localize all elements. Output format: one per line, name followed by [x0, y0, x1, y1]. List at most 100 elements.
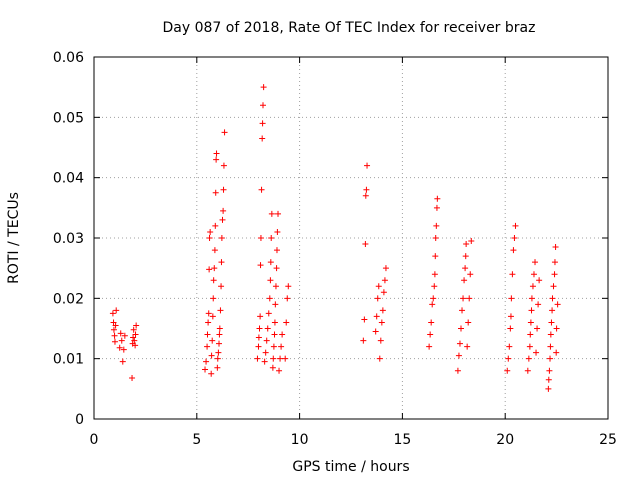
- data-point: [360, 337, 367, 344]
- data-point: [110, 319, 117, 326]
- data-point: [547, 331, 554, 338]
- data-point: [529, 283, 536, 290]
- data-point: [525, 355, 532, 362]
- data-point: [464, 343, 471, 350]
- data-point: [270, 355, 277, 362]
- data-point: [207, 228, 214, 235]
- x-tick-label: 0: [90, 432, 99, 448]
- data-point: [117, 330, 124, 337]
- data-point: [210, 277, 217, 284]
- data-point: [120, 346, 127, 353]
- data-point: [545, 376, 552, 383]
- data-point: [216, 340, 223, 347]
- data-point: [121, 332, 128, 339]
- data-point: [363, 186, 370, 193]
- data-point: [203, 358, 210, 365]
- data-point: [219, 216, 226, 223]
- data-point: [434, 195, 441, 202]
- data-point: [257, 235, 264, 241]
- data-point: [204, 343, 211, 350]
- data-point: [257, 313, 264, 320]
- data-point: [204, 331, 211, 338]
- data-point: [216, 331, 223, 338]
- data-point: [504, 367, 511, 374]
- data-point: [507, 325, 514, 332]
- data-point: [551, 259, 558, 266]
- data-point: [364, 162, 371, 169]
- data-point: [524, 367, 531, 374]
- data-point: [362, 241, 369, 248]
- data-point: [263, 337, 270, 344]
- chart-title: Day 087 of 2018, Rate Of TEC Index for r…: [163, 20, 536, 36]
- data-point: [258, 186, 265, 193]
- data-point: [462, 265, 469, 272]
- data-point: [212, 189, 219, 196]
- data-point: [373, 313, 380, 320]
- data-point: [374, 295, 381, 302]
- data-point: [554, 301, 561, 308]
- y-axis-label: ROTI / TECUs: [6, 192, 22, 284]
- data-point: [535, 301, 542, 308]
- data-point: [509, 271, 516, 278]
- data-point: [510, 247, 517, 254]
- data-point: [432, 235, 439, 241]
- data-point: [433, 204, 440, 211]
- data-point: [372, 328, 379, 335]
- data-point: [382, 265, 389, 272]
- data-point: [119, 358, 126, 365]
- y-tick-label: 0.06: [53, 50, 84, 66]
- data-point: [431, 283, 438, 290]
- data-point: [255, 334, 262, 341]
- data-point: [209, 313, 216, 320]
- x-tick-label: 5: [192, 432, 201, 448]
- data-point: [218, 235, 225, 241]
- data-point: [508, 295, 515, 302]
- data-point: [257, 262, 264, 269]
- data-point: [553, 349, 560, 356]
- data-point: [465, 319, 472, 326]
- data-point: [466, 295, 473, 302]
- data-point: [378, 319, 385, 326]
- data-point: [205, 310, 212, 317]
- data-point: [131, 337, 138, 344]
- data-point: [549, 295, 556, 302]
- y-tick-label: 0.05: [53, 110, 84, 126]
- data-point: [511, 235, 518, 241]
- data-point: [459, 307, 466, 314]
- data-point: [220, 186, 227, 193]
- data-point: [426, 343, 433, 350]
- data-point: [267, 277, 274, 284]
- data-point: [213, 150, 220, 157]
- data-point: [362, 192, 369, 199]
- data-point: [206, 235, 213, 241]
- data-point: [468, 238, 475, 245]
- data-point: [282, 355, 289, 362]
- data-point: [111, 338, 118, 345]
- data-point: [528, 307, 535, 314]
- data-point: [130, 326, 137, 333]
- data-point: [375, 283, 382, 290]
- data-point: [527, 319, 534, 326]
- data-point: [260, 84, 267, 91]
- data-point: [505, 355, 512, 362]
- data-point: [512, 222, 519, 229]
- data-point: [553, 325, 560, 332]
- data-point: [376, 355, 383, 362]
- data-point: [549, 307, 556, 314]
- data-point: [545, 385, 552, 392]
- data-point: [278, 343, 285, 350]
- data-point: [211, 247, 218, 254]
- data-point: [113, 307, 120, 314]
- data-point: [118, 337, 125, 344]
- data-point: [455, 352, 462, 359]
- data-point: [209, 337, 216, 344]
- data-point: [431, 271, 438, 278]
- data-points: [109, 84, 561, 392]
- data-point: [273, 247, 280, 254]
- data-point: [260, 102, 267, 109]
- data-point: [111, 332, 118, 339]
- data-point: [208, 370, 215, 377]
- data-point: [267, 259, 274, 266]
- data-point: [132, 331, 139, 338]
